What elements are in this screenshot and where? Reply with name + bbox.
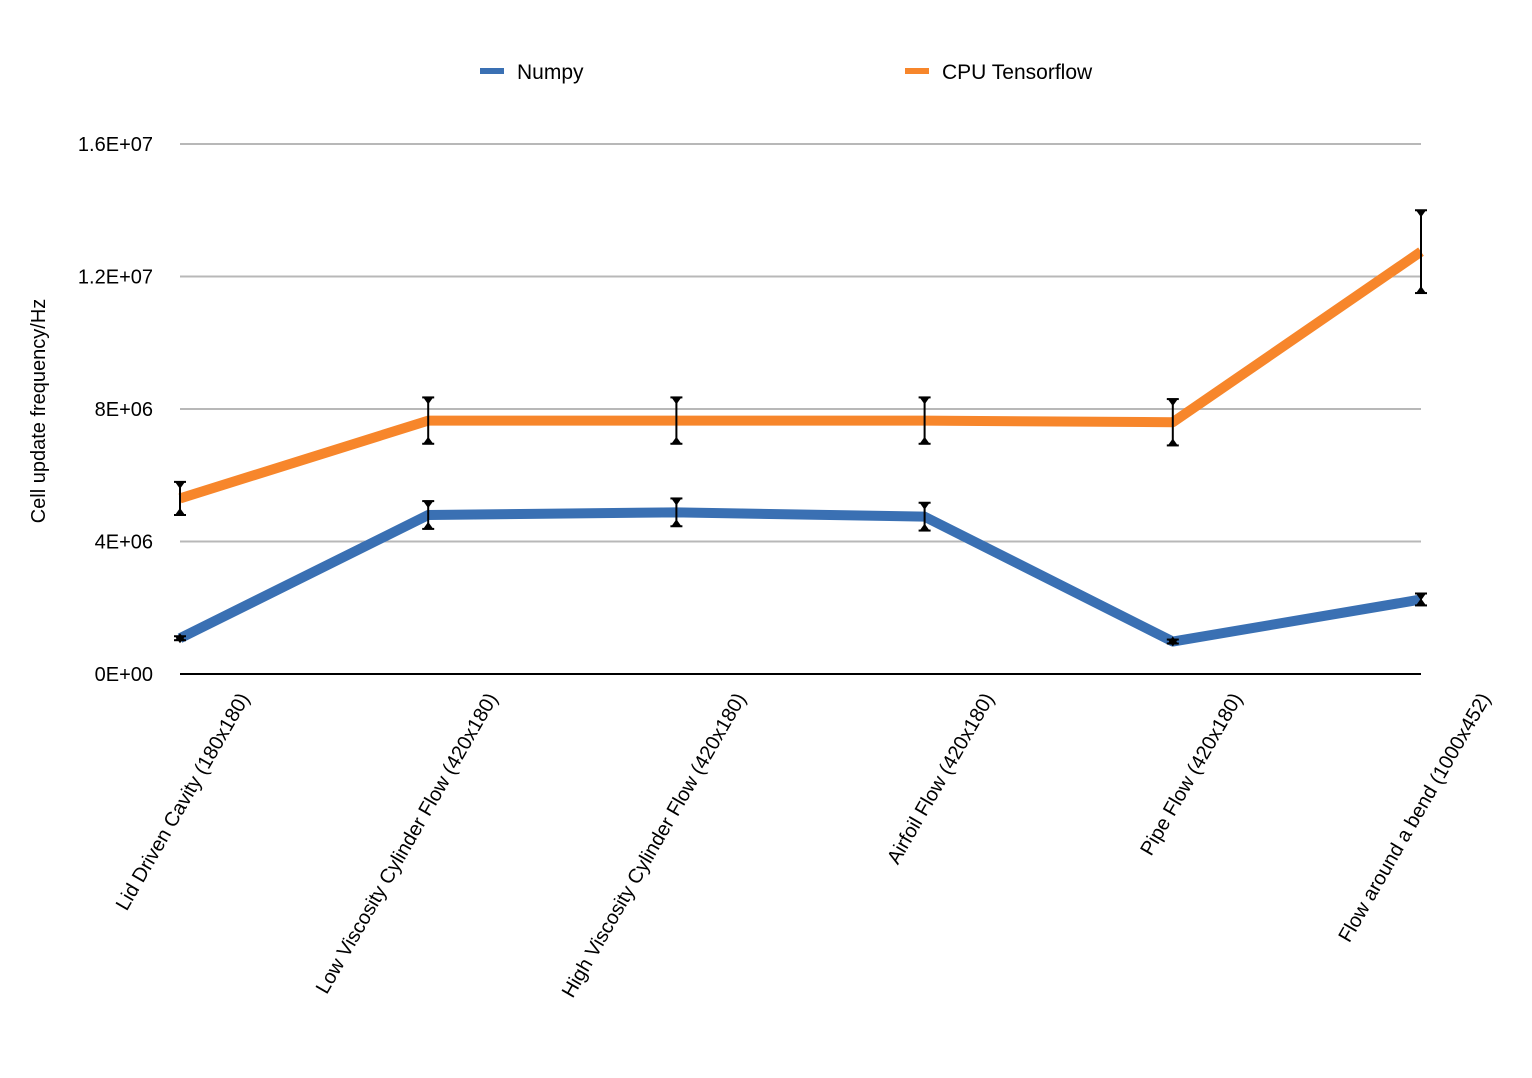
- legend-item: CPU Tensorflow: [905, 61, 1093, 84]
- y-tick-label: 8E+06: [95, 399, 153, 421]
- error-bar: [1415, 209, 1427, 295]
- x-tick-label: High Viscosity Cylinder Flow (420x180): [558, 690, 751, 1002]
- x-tick-label: Pipe Flow (420x180): [1136, 690, 1247, 860]
- error-bar: [918, 501, 931, 532]
- gridlines: [180, 143, 1421, 543]
- y-tick-label: 1.6E+07: [78, 134, 153, 156]
- y-tick-label: 0E+00: [95, 664, 153, 686]
- error-bar: [422, 396, 435, 445]
- legend-label: CPU Tensorflow: [942, 61, 1093, 84]
- series-line-1: [178, 247, 1424, 504]
- error-bar: [670, 396, 683, 445]
- y-tick-label: 4E+06: [95, 532, 153, 554]
- x-tick-label: Flow around a bend (1000x452): [1335, 690, 1496, 947]
- y-axis-title: Cell update frequency/Hz: [28, 299, 50, 524]
- error-bars: [174, 209, 1427, 647]
- legend-item: Numpy: [480, 61, 584, 84]
- x-tick-labels: Lid Driven Cavity (180x180) Low Viscosity…: [112, 690, 1495, 1002]
- error-bar: [1166, 636, 1179, 647]
- x-tick-label: Airfoil Flow (420x180): [883, 690, 999, 869]
- legend: Numpy CPU Tensorflow: [480, 61, 1093, 84]
- series-line-0: [177, 507, 1422, 647]
- error-bar: [422, 500, 435, 530]
- error-bar: [918, 396, 931, 445]
- x-tick-label: Low Viscosity Cylinder Flow (420x180): [312, 690, 503, 998]
- error-bar: [670, 497, 683, 528]
- error-bar: [1415, 592, 1427, 607]
- error-bar: [174, 480, 186, 516]
- series-lines: [177, 247, 1424, 647]
- y-tick-labels: 0E+00 4E+06 8E+06 1.2E+07 1.6E+07: [78, 134, 153, 686]
- y-tick-label: 1.2E+07: [78, 267, 153, 289]
- error-bar: [1166, 398, 1179, 447]
- legend-label: Numpy: [517, 61, 584, 84]
- x-tick-label: Lid Driven Cavity (180x180): [112, 690, 254, 915]
- error-bar: [174, 633, 186, 644]
